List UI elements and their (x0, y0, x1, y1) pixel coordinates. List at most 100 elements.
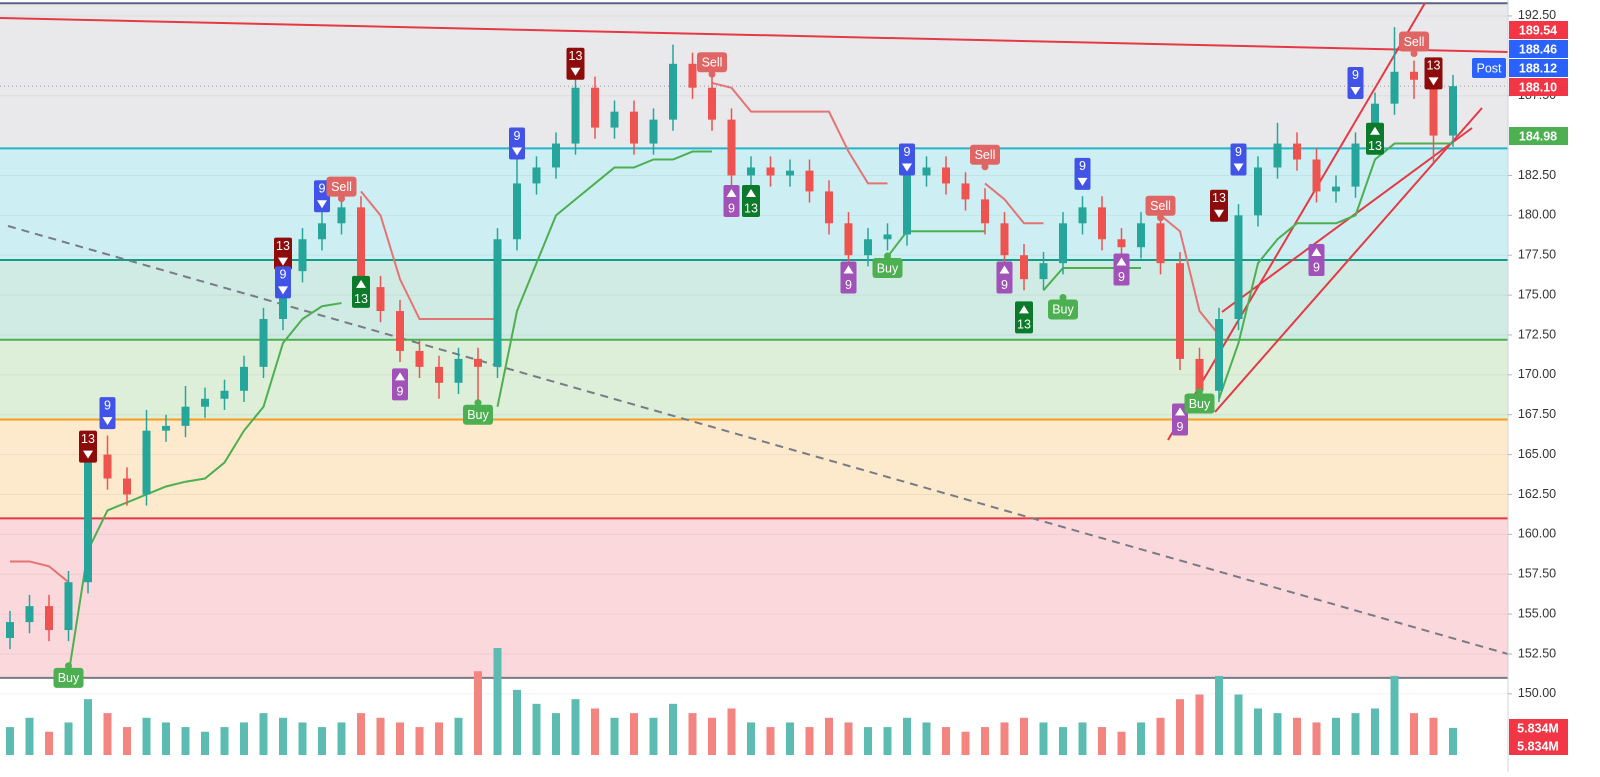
signal-text: 13 (1427, 59, 1441, 73)
volume-bar (142, 717, 151, 755)
signal-arrow (902, 163, 912, 172)
signal-box (99, 397, 116, 430)
candle-body (1293, 143, 1301, 160)
candle-body (25, 606, 34, 623)
candle-body (1234, 215, 1243, 320)
signal-label (1048, 299, 1078, 320)
post-box (1472, 58, 1506, 78)
signal-buy: Buy (872, 252, 903, 278)
candle-body (376, 287, 385, 312)
signal-arrow (317, 200, 327, 209)
signal-dot (474, 399, 482, 407)
price-label: 188.12 (1519, 61, 1557, 75)
signal-text: 9 (728, 201, 735, 215)
volume-bar (942, 727, 950, 755)
volume-bar (337, 722, 346, 755)
signal-text: Sell (975, 148, 996, 162)
signal-dot (1059, 293, 1067, 301)
signal-box (509, 127, 525, 160)
candle-body (1000, 223, 1009, 256)
signal-text: 13 (1017, 318, 1031, 332)
y-tick-label: 175.00 (1518, 287, 1556, 301)
volume-bar (493, 648, 502, 755)
signal-text: Buy (58, 671, 80, 685)
candle-body (45, 606, 53, 631)
signal-box (79, 430, 97, 463)
signal-up9: 9 (723, 184, 740, 217)
signal-arrow (1175, 407, 1185, 416)
candle-body (786, 170, 794, 176)
signal-buy: Buy (1184, 388, 1215, 414)
signal-box (1113, 253, 1130, 286)
signal-text: 13 (81, 432, 95, 446)
signal-box (352, 275, 370, 308)
candle-body (532, 167, 541, 184)
signal-box (274, 237, 292, 270)
candle-body (1332, 186, 1340, 192)
signal-arrow (512, 147, 522, 156)
signal-arrow (1214, 209, 1224, 218)
candle-body (1390, 71, 1399, 104)
candle-body (1429, 79, 1438, 136)
signal-label (326, 176, 357, 197)
volume-bar (1234, 694, 1243, 755)
band (0, 3, 1508, 149)
signal-dot (65, 662, 72, 670)
supertrend (10, 81, 1453, 675)
candle-body (883, 234, 892, 240)
volume-bar (84, 699, 92, 755)
candle-body (961, 183, 970, 200)
candle-body (64, 582, 73, 631)
y-tick-label: 182.50 (1518, 168, 1556, 182)
volume-bar (649, 717, 658, 755)
signal-up9: 9 (1113, 253, 1130, 286)
candle-body (298, 239, 307, 272)
y-tick-label: 155.00 (1518, 606, 1556, 620)
volume-label: 5.834M (1517, 739, 1559, 753)
volume-bar (474, 671, 482, 755)
candle-body (220, 390, 229, 399)
volume-bar (1429, 717, 1438, 755)
signal-buy: Buy (1048, 293, 1078, 320)
signal-arrow (278, 257, 288, 266)
volume-bar (318, 727, 326, 755)
signal-text: Sell (1404, 35, 1425, 49)
signal-down13: 13 (1210, 189, 1228, 222)
volume-bar (279, 717, 287, 755)
candle-body (903, 175, 911, 235)
candle-body (747, 167, 755, 176)
volume-bar (298, 722, 307, 755)
volume-bar (903, 717, 911, 755)
candle-body (922, 167, 931, 176)
signal-arrow (1019, 305, 1029, 314)
candle-body (1195, 358, 1204, 391)
signal-box (1308, 243, 1325, 276)
candle-body (1254, 167, 1262, 216)
signal-up13: 13 (352, 275, 370, 308)
candle-body (6, 622, 14, 639)
signal-box (899, 143, 915, 176)
signal-up13: 13 (1015, 301, 1033, 334)
signal-text: Buy (467, 408, 489, 422)
candle-body (981, 199, 989, 224)
signal-down9: 9 (1347, 66, 1364, 99)
signal-down9: 9 (314, 180, 330, 213)
y-tick-label: 180.00 (1518, 208, 1556, 222)
candle-body (669, 63, 677, 120)
signal-text: 13 (569, 49, 583, 63)
price-label: 188.10 (1519, 80, 1557, 94)
y-tick-label: 177.50 (1518, 248, 1556, 262)
signal-sell: Sell (1399, 31, 1429, 57)
volume-bar (1137, 722, 1145, 755)
post-label: Post (1476, 61, 1502, 75)
y-tick-label: 192.50 (1518, 8, 1556, 22)
signal-sell: Sell (1145, 195, 1176, 222)
signal-box (742, 184, 760, 217)
bands (0, 2, 1508, 679)
candle-body (201, 398, 209, 407)
candle-body (474, 358, 482, 367)
signal-up9: 9 (1172, 403, 1188, 436)
volume-bar (103, 713, 112, 755)
signal-box (840, 261, 857, 294)
